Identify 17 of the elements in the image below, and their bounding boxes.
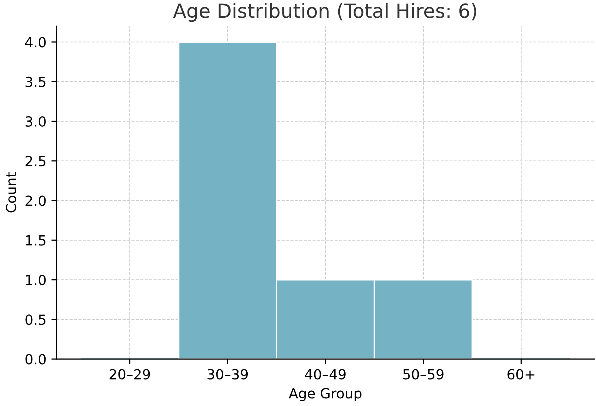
y-tick-label: 1.0 [26, 275, 46, 286]
y-tick-label: 1.5 [26, 236, 46, 246]
y-tick-label: 0.0 [26, 354, 46, 365]
y-tick-label: 4.0 [25, 37, 46, 48]
x-tick-label: 60+ [508, 369, 535, 380]
x-axis-title: Age Group [289, 388, 362, 402]
y-tick-label: 0.5 [26, 314, 46, 326]
y-tick-label: 3.0 [26, 116, 46, 127]
x-tick-label: 40–49 [305, 369, 346, 380]
x-tick-label: 20–29 [110, 369, 150, 380]
x-tick-label: 30–39 [208, 369, 248, 380]
chart-title: Age Distribution (Total Hires: 6) [173, 3, 477, 22]
y-tick-label: 2.0 [26, 196, 46, 206]
x-tick-label: 50–59 [403, 369, 444, 380]
y-tick-label: 3.5 [26, 76, 46, 88]
y-axis-title: Count [6, 172, 17, 213]
y-tick-label: 2.5 [26, 156, 46, 167]
